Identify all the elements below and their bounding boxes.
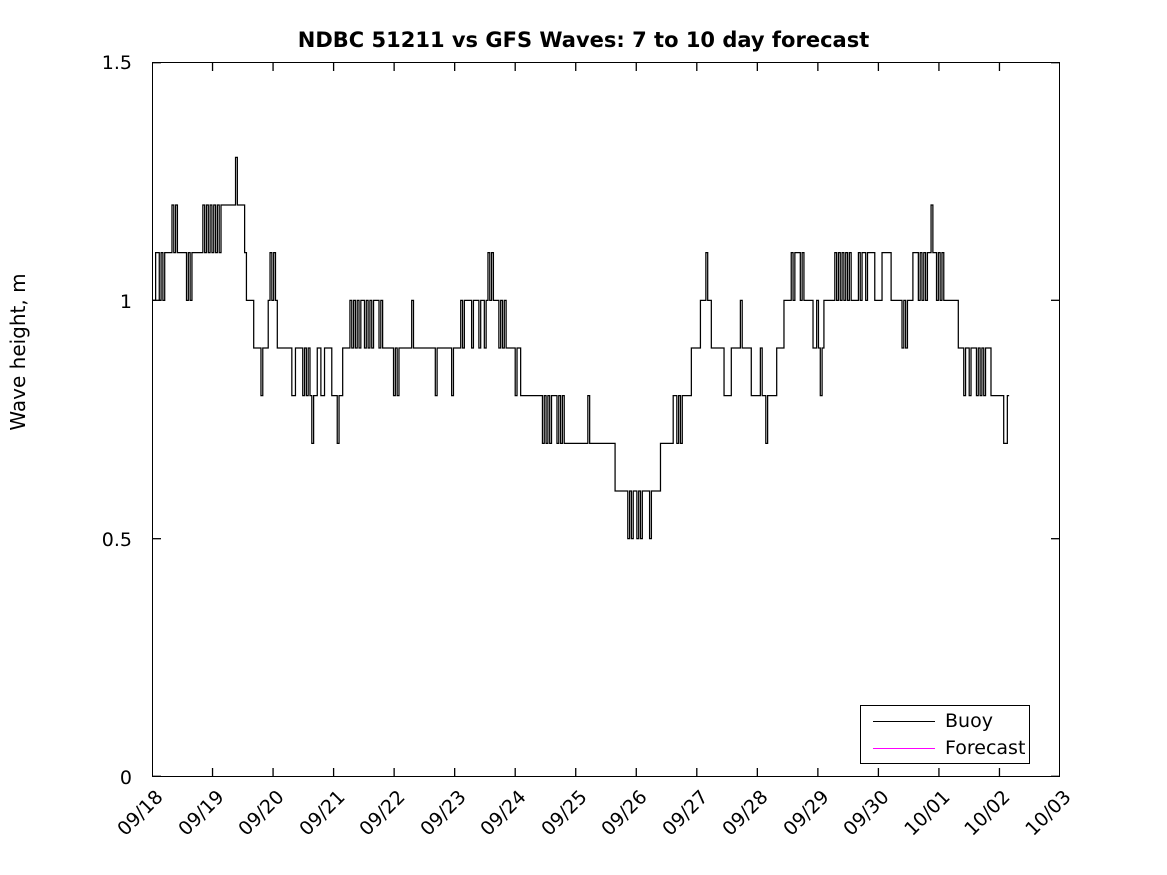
legend-swatch-forecast — [873, 748, 935, 749]
y-tick-label-0: 0 — [119, 767, 132, 789]
legend-swatch-buoy — [873, 721, 935, 722]
data-canvas — [152, 62, 1060, 777]
plot-area — [152, 62, 1060, 777]
y-tick-marks — [152, 62, 1060, 777]
y-tick-label-1: 1 — [119, 291, 132, 313]
y-axis-labels: Wave height, m 1.5 1 0.5 0 — [0, 0, 152, 875]
y-axis-title: Wave height, m — [6, 273, 30, 431]
legend-entry-buoy[interactable]: Buoy — [861, 708, 1031, 736]
y-tick-label-0.5: 0.5 — [101, 529, 132, 551]
chart-title: NDBC 51211 vs GFS Waves: 7 to 10 day for… — [297, 28, 870, 52]
y-tick-label-1.5: 1.5 — [101, 52, 132, 74]
chart-legend[interactable]: Buoy Forecast — [860, 705, 1030, 764]
buoy-series-line — [152, 156, 1010, 540]
axes-frame — [152, 62, 1060, 777]
x-tick-marks — [152, 62, 1060, 777]
legend-entry-forecast[interactable]: Forecast — [861, 735, 1031, 763]
legend-label-buoy: Buoy — [945, 710, 993, 732]
legend-label-forecast: Forecast — [945, 737, 1026, 759]
